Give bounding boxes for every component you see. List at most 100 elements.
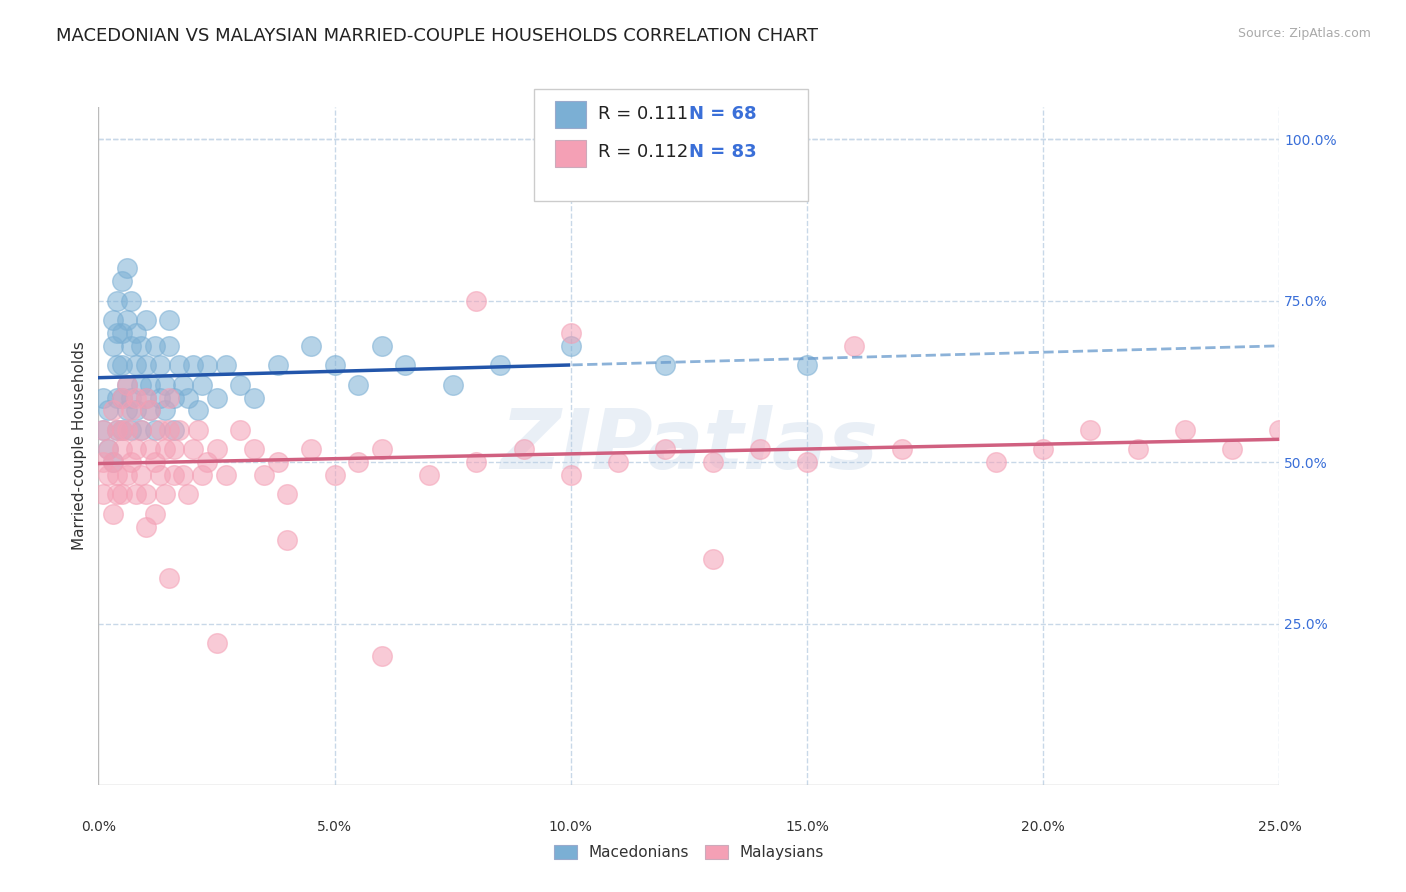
Text: R = 0.111: R = 0.111	[598, 105, 688, 123]
Point	[125, 403, 148, 417]
Point	[129, 423, 152, 437]
Point	[1080, 423, 1102, 437]
Point	[157, 391, 180, 405]
Point	[135, 487, 157, 501]
Point	[115, 377, 138, 392]
Point	[512, 442, 534, 457]
Point	[191, 468, 214, 483]
Point	[111, 274, 134, 288]
Point	[143, 423, 166, 437]
Point	[139, 403, 162, 417]
Point	[153, 403, 176, 417]
Point	[143, 507, 166, 521]
Point	[129, 423, 152, 437]
Point	[125, 442, 148, 457]
Point	[167, 423, 190, 437]
Point	[111, 423, 134, 437]
Point	[139, 377, 162, 392]
Text: 25.0%: 25.0%	[1257, 821, 1302, 835]
Point	[121, 455, 143, 469]
Point	[121, 339, 143, 353]
Point	[177, 391, 200, 405]
Point	[105, 468, 128, 483]
Point	[129, 339, 152, 353]
Point	[299, 339, 322, 353]
Point	[125, 487, 148, 501]
Point	[191, 377, 214, 392]
Point	[149, 359, 172, 373]
Point	[195, 455, 218, 469]
Point	[135, 391, 157, 405]
Point	[1126, 442, 1149, 457]
Point	[149, 468, 172, 483]
Point	[111, 487, 134, 501]
Text: 10.0%: 10.0%	[548, 821, 593, 835]
Y-axis label: Married-couple Households: Married-couple Households	[72, 342, 87, 550]
Point	[115, 423, 138, 437]
Point	[187, 423, 209, 437]
Point	[607, 455, 630, 469]
Point	[215, 359, 238, 373]
Point	[91, 487, 114, 501]
Point	[121, 293, 143, 308]
Point	[276, 487, 298, 501]
Point	[1220, 442, 1243, 457]
Point	[560, 326, 582, 340]
Point	[91, 423, 114, 437]
Point	[111, 391, 134, 405]
Point	[149, 391, 172, 405]
Point	[91, 391, 114, 405]
Point	[111, 326, 134, 340]
Text: ZIPatlas: ZIPatlas	[501, 406, 877, 486]
Point	[205, 391, 228, 405]
Point	[125, 326, 148, 340]
Point	[135, 313, 157, 327]
Point	[105, 359, 128, 373]
Point	[299, 442, 322, 457]
Point	[195, 359, 218, 373]
Point	[105, 423, 128, 437]
Point	[172, 377, 194, 392]
Point	[163, 423, 186, 437]
Point	[347, 377, 370, 392]
Point	[163, 468, 186, 483]
Point	[135, 519, 157, 533]
Point	[125, 391, 148, 405]
Point	[323, 359, 346, 373]
Point	[702, 552, 724, 566]
Point	[1174, 423, 1197, 437]
Text: 20.0%: 20.0%	[1021, 821, 1066, 835]
Point	[157, 313, 180, 327]
Point	[465, 293, 488, 308]
Text: R = 0.112: R = 0.112	[598, 143, 688, 161]
Point	[101, 403, 124, 417]
Point	[157, 571, 180, 585]
Point	[167, 359, 190, 373]
Text: 0.0%: 0.0%	[82, 821, 115, 835]
Point	[163, 442, 186, 457]
Point	[101, 507, 124, 521]
Point	[111, 391, 134, 405]
Point	[101, 339, 124, 353]
Point	[115, 468, 138, 483]
Point	[115, 403, 138, 417]
Point	[97, 403, 120, 417]
Point	[371, 339, 394, 353]
Point	[371, 648, 394, 663]
Point	[135, 391, 157, 405]
Point	[91, 423, 114, 437]
Text: 5.0%: 5.0%	[318, 821, 352, 835]
Point	[125, 359, 148, 373]
Point	[323, 468, 346, 483]
Point	[844, 339, 866, 353]
Point	[267, 359, 290, 373]
Point	[105, 293, 128, 308]
Point	[105, 326, 128, 340]
Point	[796, 455, 818, 469]
Point	[177, 487, 200, 501]
Point	[205, 636, 228, 650]
Point	[105, 423, 128, 437]
Point	[121, 423, 143, 437]
Point	[115, 313, 138, 327]
Point	[441, 377, 464, 392]
